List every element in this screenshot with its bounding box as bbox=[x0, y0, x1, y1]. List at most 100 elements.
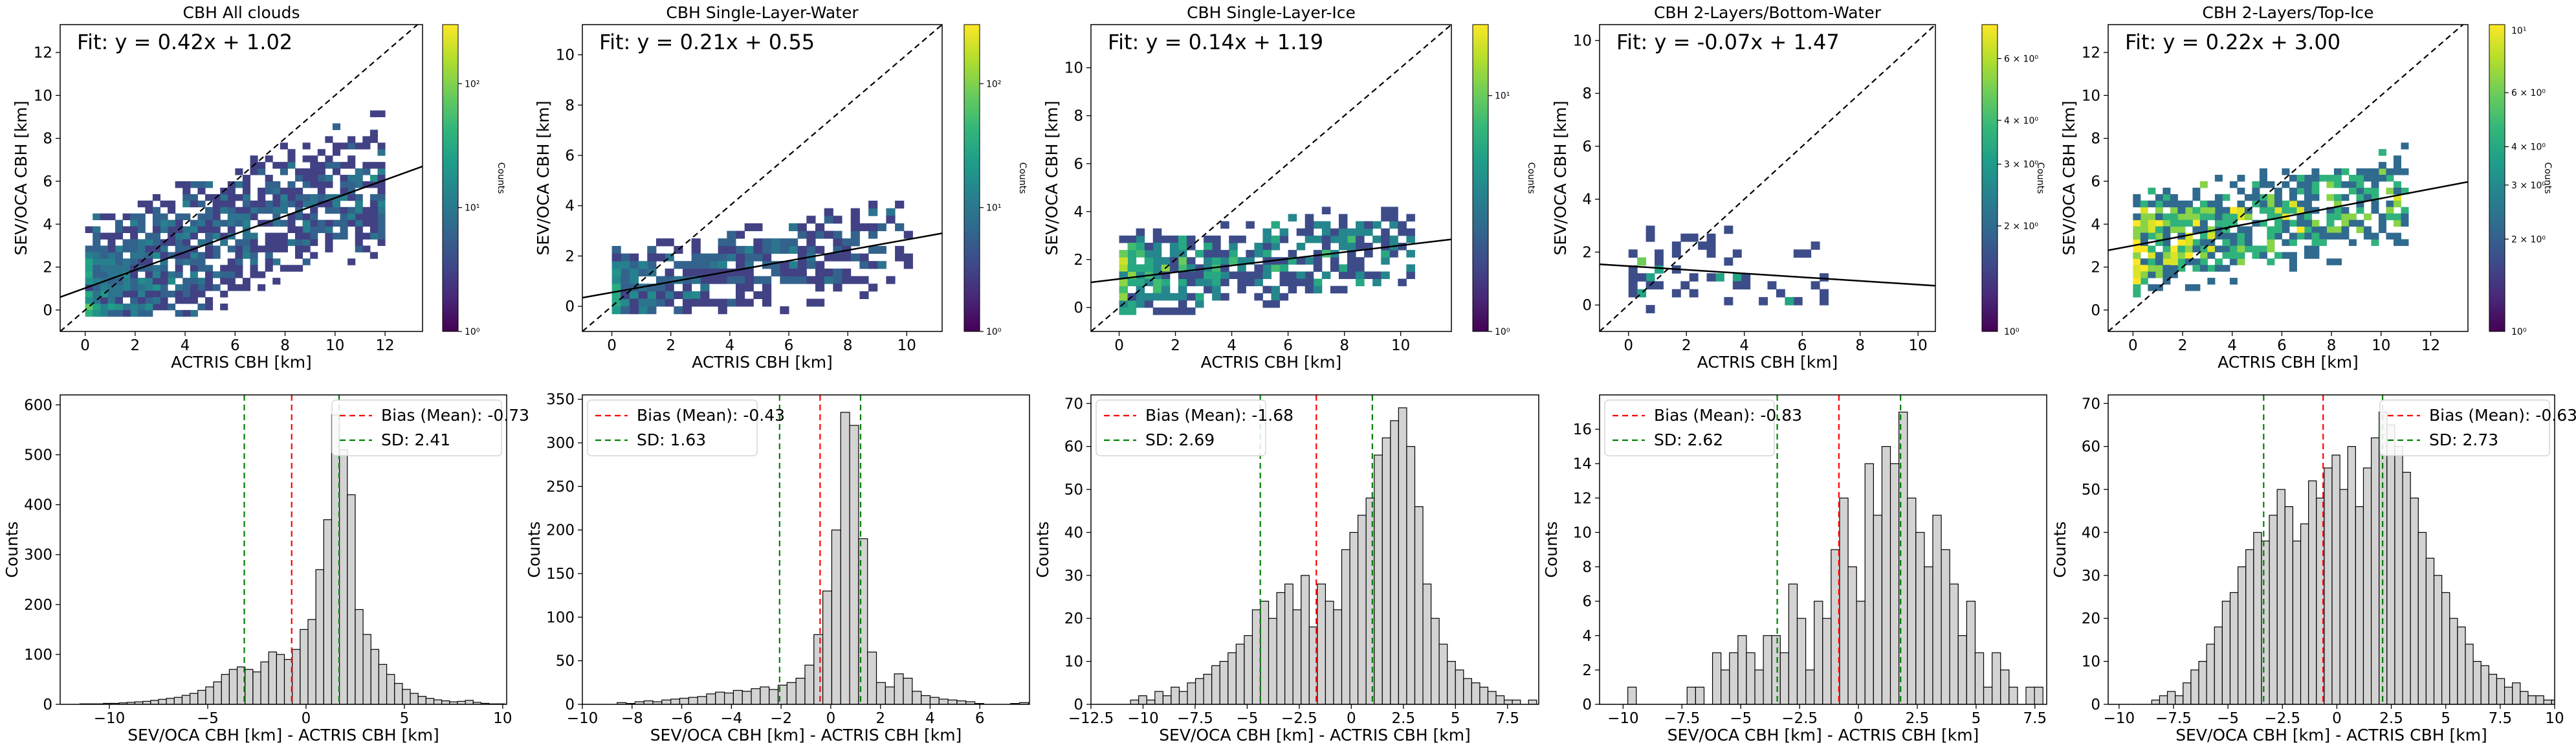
x-tick-label: −5 bbox=[1236, 710, 1258, 727]
histogram-cell bbox=[295, 213, 303, 221]
histogram-bar bbox=[2480, 665, 2489, 704]
histogram-bar bbox=[402, 689, 411, 704]
histogram-cell bbox=[2326, 219, 2335, 227]
histogram-cell bbox=[100, 265, 108, 272]
histogram-cell bbox=[1724, 225, 1734, 234]
histogram-bar bbox=[1924, 566, 1933, 704]
histogram-cell bbox=[1381, 250, 1390, 258]
histogram-cell bbox=[2363, 187, 2372, 195]
histogram-cell bbox=[691, 245, 701, 254]
histogram-cell bbox=[1296, 228, 1306, 236]
histogram-cell bbox=[369, 213, 378, 221]
histogram-cell bbox=[1246, 271, 1255, 280]
y-tick-label: 40 bbox=[1064, 524, 1083, 541]
histogram-cell bbox=[1229, 250, 1238, 258]
histogram-cell bbox=[762, 276, 772, 284]
histogram-cell bbox=[1372, 271, 1382, 280]
histogram-cell bbox=[2214, 213, 2223, 221]
histogram-cell bbox=[2140, 200, 2148, 208]
histogram-bar bbox=[2245, 549, 2254, 704]
histogram-cell bbox=[85, 226, 93, 234]
histogram-cell bbox=[877, 261, 886, 269]
histogram-cell bbox=[1671, 241, 1681, 250]
histogram-cell bbox=[1246, 257, 1255, 265]
histogram-cell bbox=[709, 261, 719, 269]
histogram-cell bbox=[190, 252, 198, 259]
histogram-cell bbox=[2177, 265, 2186, 272]
histogram-cell bbox=[377, 207, 386, 214]
histogram-cell bbox=[1356, 257, 1365, 265]
histogram-cell bbox=[709, 298, 719, 307]
y-tick-label: 200 bbox=[24, 597, 52, 614]
histogram-cell bbox=[1646, 305, 1655, 313]
x-tick-label: 0 bbox=[302, 710, 311, 727]
histogram-cell bbox=[302, 175, 311, 182]
histogram-cell bbox=[744, 298, 754, 307]
histogram-cell bbox=[2170, 271, 2178, 278]
histogram-cell bbox=[2244, 226, 2252, 234]
y-tick-label: 12 bbox=[2082, 45, 2100, 61]
histogram-cell bbox=[332, 219, 341, 227]
histogram-bar bbox=[1398, 407, 1407, 704]
histogram-cell bbox=[797, 261, 807, 269]
histogram-bar bbox=[1235, 643, 1245, 704]
histogram-cell bbox=[691, 253, 701, 262]
histogram-cell bbox=[621, 261, 630, 269]
y-tick-label: 10 bbox=[1064, 654, 1083, 671]
histogram-cell bbox=[2229, 252, 2238, 259]
histogram-cell bbox=[2192, 187, 2201, 195]
histogram-cell bbox=[2348, 187, 2357, 195]
histogram-cell bbox=[2326, 258, 2335, 265]
histogram-cell bbox=[258, 219, 266, 227]
colorbar-tick-label: 4 × 10⁰ bbox=[2004, 116, 2038, 126]
histogram-cell bbox=[2192, 226, 2201, 234]
histogram-cell bbox=[621, 306, 630, 315]
histogram-cell bbox=[682, 284, 692, 292]
histogram-cell bbox=[2333, 213, 2342, 221]
histogram-bar bbox=[822, 590, 833, 704]
histogram-bar bbox=[2292, 541, 2302, 704]
x-tick-label: 0 bbox=[607, 337, 617, 354]
histogram-cell bbox=[1338, 264, 1348, 272]
histogram-bar bbox=[1712, 652, 1722, 704]
histogram-cell bbox=[833, 268, 842, 277]
histogram-cell bbox=[2274, 187, 2282, 195]
histogram-cell bbox=[868, 245, 878, 254]
histogram-cell bbox=[197, 213, 206, 221]
histogram-cell bbox=[2214, 245, 2223, 252]
histogram-cell bbox=[2304, 219, 2312, 227]
y-axis-label: Counts bbox=[2051, 521, 2069, 577]
histogram-cell bbox=[2289, 175, 2297, 182]
histogram-cell bbox=[2267, 181, 2275, 188]
x-tick-label: 10 bbox=[897, 337, 916, 354]
histogram-cell bbox=[85, 278, 93, 285]
histogram-cell bbox=[2214, 200, 2223, 208]
histogram-cell bbox=[1296, 257, 1306, 265]
histogram-cell bbox=[850, 276, 860, 284]
histogram-cell bbox=[205, 194, 214, 201]
histogram-cell bbox=[107, 239, 116, 246]
histogram-cell bbox=[1364, 271, 1373, 280]
histogram-cell bbox=[2244, 232, 2252, 240]
histogram-bar bbox=[150, 700, 159, 704]
histogram-cell bbox=[1398, 228, 1407, 236]
histogram-cell bbox=[2140, 271, 2148, 278]
histogram-cell bbox=[137, 303, 146, 311]
histogram-cell bbox=[168, 207, 176, 214]
histogram-cell bbox=[175, 245, 183, 252]
histogram-bar bbox=[315, 569, 324, 704]
histogram-cell bbox=[347, 187, 356, 195]
histogram-bar bbox=[912, 691, 922, 704]
histogram-cell bbox=[220, 303, 228, 311]
histogram-cell bbox=[1220, 271, 1229, 280]
histogram-cell bbox=[362, 232, 371, 240]
histogram-cell bbox=[700, 298, 710, 307]
histogram-cell bbox=[310, 175, 318, 182]
histogram-cell bbox=[1698, 241, 1708, 250]
histogram-cell bbox=[2259, 175, 2267, 182]
histogram-bar bbox=[921, 695, 931, 704]
colorbar-label: Counts bbox=[2542, 162, 2553, 194]
histogram-cell bbox=[2237, 207, 2245, 214]
histogram-bar bbox=[1251, 609, 1261, 704]
histogram-cell bbox=[2311, 194, 2320, 201]
